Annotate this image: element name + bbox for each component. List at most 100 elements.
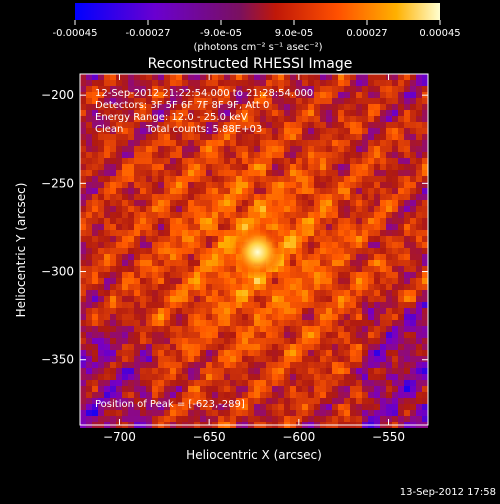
heatmap-cell [140, 158, 146, 164]
heatmap-cell [188, 224, 194, 230]
heatmap-cell [158, 362, 164, 368]
heatmap-cell [182, 278, 188, 284]
heatmap-cell [194, 386, 200, 392]
heatmap-cell [326, 104, 332, 110]
heatmap-cell [110, 368, 116, 374]
heatmap-cell [188, 368, 194, 374]
heatmap-cell [266, 98, 272, 104]
heatmap-cell [86, 182, 92, 188]
heatmap-cell [266, 338, 272, 344]
heatmap-cell [320, 410, 326, 416]
heatmap-cell [416, 368, 422, 374]
heatmap-cell [314, 254, 320, 260]
heatmap-cell [110, 152, 116, 158]
heatmap-cell [320, 290, 326, 296]
heatmap-cell [104, 134, 110, 140]
heatmap-cell [320, 272, 326, 278]
heatmap-cell [302, 410, 308, 416]
heatmap-cell [200, 410, 206, 416]
heatmap-cell [320, 374, 326, 380]
heatmap-cell [374, 356, 380, 362]
heatmap-cell [350, 230, 356, 236]
heatmap-cell [242, 122, 248, 128]
heatmap-cell [188, 266, 194, 272]
heatmap-cell [140, 308, 146, 314]
heatmap-cell [92, 188, 98, 194]
heatmap-cell [86, 74, 92, 80]
heatmap-cell [92, 104, 98, 110]
heatmap-cell [224, 86, 230, 92]
heatmap-cell [272, 338, 278, 344]
heatmap-cell [98, 182, 104, 188]
heatmap-cell [128, 230, 134, 236]
heatmap-cell [80, 98, 86, 104]
heatmap-cell [86, 242, 92, 248]
heatmap-cell [332, 98, 338, 104]
heatmap-cell [224, 362, 230, 368]
heatmap-cell [86, 344, 92, 350]
heatmap-cell [146, 338, 152, 344]
heatmap-cell [188, 380, 194, 386]
heatmap-cell [272, 158, 278, 164]
heatmap-cell [248, 116, 254, 122]
heatmap-cell [254, 350, 260, 356]
heatmap-cell [104, 212, 110, 218]
heatmap-cell [368, 266, 374, 272]
heatmap-cell [146, 80, 152, 86]
heatmap-cell [242, 146, 248, 152]
heatmap-cell [308, 308, 314, 314]
heatmap-cell [398, 284, 404, 290]
heatmap-cell [254, 140, 260, 146]
heatmap-cell [146, 188, 152, 194]
heatmap-cell [206, 284, 212, 290]
heatmap-cell [362, 140, 368, 146]
heatmap-cell [176, 116, 182, 122]
heatmap-cell [302, 176, 308, 182]
heatmap-cell [170, 122, 176, 128]
heatmap-cell [176, 242, 182, 248]
heatmap-cell [368, 272, 374, 278]
heatmap-cell [86, 212, 92, 218]
heatmap-cell [104, 266, 110, 272]
heatmap-cell [392, 320, 398, 326]
heatmap-cell [98, 230, 104, 236]
heatmap-cell [128, 254, 134, 260]
heatmap-cell [314, 296, 320, 302]
heatmap-cell [344, 146, 350, 152]
heatmap-cell [122, 374, 128, 380]
heatmap-cell [398, 314, 404, 320]
heatmap-cell [386, 338, 392, 344]
heatmap-cell [212, 194, 218, 200]
heatmap-cell [302, 206, 308, 212]
heatmap-cell [86, 254, 92, 260]
heatmap-cell [206, 230, 212, 236]
heatmap-cell [308, 338, 314, 344]
heatmap-cell [80, 242, 86, 248]
heatmap-cell [140, 320, 146, 326]
heatmap-cell [302, 284, 308, 290]
heatmap-cell [218, 332, 224, 338]
heatmap-cell [218, 404, 224, 410]
heatmap-cell [98, 320, 104, 326]
heatmap-cell [242, 176, 248, 182]
heatmap-cell [230, 308, 236, 314]
heatmap-cell [212, 242, 218, 248]
heatmap-cell [200, 218, 206, 224]
heatmap-cell [116, 116, 122, 122]
heatmap-cell [368, 236, 374, 242]
heatmap-cell [146, 344, 152, 350]
heatmap-cell [110, 146, 116, 152]
heatmap-cell [344, 266, 350, 272]
heatmap-cell [104, 218, 110, 224]
heatmap-cell [242, 344, 248, 350]
heatmap-cell [422, 308, 428, 314]
heatmap-cell [320, 158, 326, 164]
heatmap-cell [224, 254, 230, 260]
heatmap-cell [236, 170, 242, 176]
colorbar-tick-label: -0.00045 [53, 28, 98, 39]
heatmap-cell [338, 332, 344, 338]
heatmap-cell [314, 236, 320, 242]
heatmap-cell [236, 398, 242, 404]
heatmap-cell [86, 176, 92, 182]
heatmap-cell [398, 386, 404, 392]
